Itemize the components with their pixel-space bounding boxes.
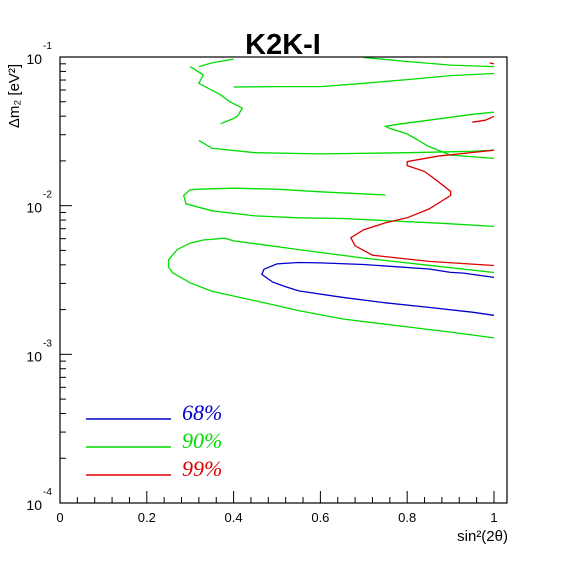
y-tick-label-base: 10 bbox=[26, 348, 42, 364]
contour-90pct-segment-6 bbox=[198, 58, 234, 68]
contour-90pct-segment-1 bbox=[182, 187, 495, 228]
x-tick-label: 1 bbox=[490, 510, 497, 525]
contour-90pct-segment-0 bbox=[167, 237, 495, 339]
x-axis-label: sin²(2θ) bbox=[457, 528, 508, 545]
y-tick-label-exp: -2 bbox=[43, 190, 52, 201]
contour-layer bbox=[167, 56, 495, 339]
contour-90pct-segment-3 bbox=[198, 139, 495, 155]
plot-frame bbox=[59, 56, 508, 504]
legend-label-90pct: 90% bbox=[182, 428, 222, 453]
y-tick-label-base: 10 bbox=[26, 51, 42, 67]
contour-90pct-segment-7 bbox=[363, 56, 495, 68]
contour-90pct-segment-2 bbox=[383, 111, 495, 160]
legend-label-68pct: 68% bbox=[182, 400, 222, 425]
contour-90pct-segment-5 bbox=[233, 72, 495, 88]
y-tick-label-exp: -3 bbox=[43, 338, 52, 349]
x-tick-label: 0.8 bbox=[398, 510, 416, 525]
x-axis-ticks: 0 0.2 0.4 0.6 0.8 1 bbox=[56, 491, 498, 525]
x-tick-label: 0.2 bbox=[138, 510, 156, 525]
legend: 68% 90% 99% bbox=[86, 400, 222, 481]
x-tick-label: 0.4 bbox=[225, 510, 243, 525]
y-tick-label-base: 10 bbox=[26, 497, 42, 513]
y-tick-label-base: 10 bbox=[26, 200, 42, 216]
x-tick-label: 0.6 bbox=[311, 510, 329, 525]
contour-99pct-segment-0 bbox=[349, 149, 495, 267]
chart-title: K2K-I bbox=[245, 29, 321, 61]
y-tick-label-exp: -4 bbox=[43, 487, 52, 498]
x-tick-label: 0 bbox=[56, 510, 63, 525]
legend-label-99pct: 99% bbox=[182, 456, 222, 481]
contour-99pct-segment-1 bbox=[472, 115, 495, 123]
contour-90pct-segment-4 bbox=[189, 66, 244, 125]
contour-99pct-segment-2 bbox=[489, 62, 495, 65]
y-axis-ticks: 10-110-210-310-4 bbox=[26, 41, 72, 513]
y-axis-label: Δm₂ [eV²] bbox=[6, 64, 23, 128]
contour-68pct-segment-0 bbox=[260, 261, 495, 316]
y-tick-label-exp: -1 bbox=[43, 41, 52, 52]
